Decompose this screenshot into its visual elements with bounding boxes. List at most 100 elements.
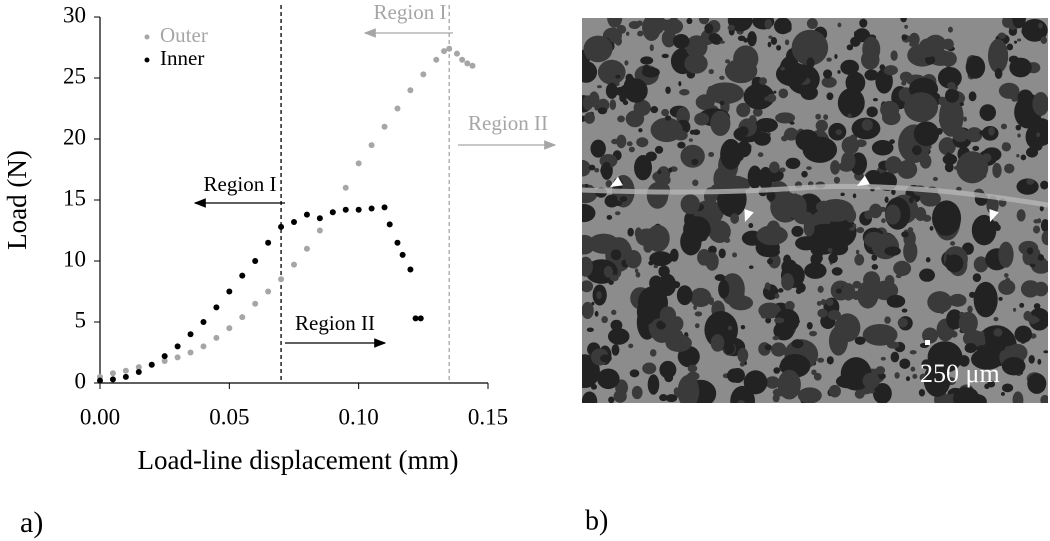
pore <box>816 300 822 306</box>
pore <box>875 366 886 375</box>
pore <box>706 82 744 105</box>
pore <box>726 195 736 207</box>
pore <box>997 32 1006 39</box>
pore <box>998 82 1020 99</box>
pore <box>588 164 596 171</box>
pore <box>952 127 969 143</box>
pore <box>797 387 822 403</box>
pore <box>609 99 617 111</box>
legend-label: Outer <box>160 23 208 47</box>
pore <box>837 87 865 118</box>
pore <box>780 66 785 71</box>
pore <box>614 36 623 46</box>
pore <box>947 26 953 33</box>
pore <box>656 320 666 330</box>
pore <box>649 251 673 267</box>
pore <box>719 100 725 106</box>
data-point <box>303 245 310 252</box>
pore <box>871 140 894 156</box>
pore <box>791 29 829 66</box>
pore <box>752 107 763 117</box>
pore <box>1023 310 1033 322</box>
pore <box>738 126 749 137</box>
pore <box>1002 383 1014 393</box>
data-point <box>174 343 181 350</box>
scale-label: 250 μm <box>920 359 1000 388</box>
crack-tip-marker <box>744 209 754 222</box>
y-axis-label: Load (N) <box>2 150 32 250</box>
pore <box>611 344 620 356</box>
pore <box>841 283 856 301</box>
pore <box>908 197 914 204</box>
pore <box>897 317 908 328</box>
legend-label: Inner <box>160 46 204 70</box>
pore <box>883 392 892 397</box>
pore <box>837 70 841 74</box>
pore <box>993 328 1003 337</box>
pore <box>879 64 886 71</box>
pore <box>958 311 978 335</box>
pore <box>694 112 710 126</box>
pore <box>634 155 652 181</box>
pore <box>611 138 619 145</box>
pore <box>1033 219 1040 224</box>
pore <box>775 112 796 124</box>
pore <box>671 329 684 341</box>
pore <box>770 37 778 45</box>
pore <box>689 129 695 135</box>
pore <box>617 115 625 123</box>
pore <box>1031 259 1048 274</box>
data-point <box>239 314 246 321</box>
pore <box>1028 355 1035 364</box>
pore <box>585 47 593 60</box>
pore <box>840 192 845 197</box>
pore <box>938 96 947 106</box>
pore <box>769 161 780 174</box>
data-point <box>407 87 414 94</box>
pore <box>806 18 818 29</box>
pore <box>710 216 718 222</box>
pore <box>972 273 982 283</box>
pore <box>992 162 1002 178</box>
pore <box>871 254 878 261</box>
scale-bar <box>925 340 930 345</box>
pore <box>739 361 746 367</box>
pore <box>773 18 792 35</box>
pore <box>872 97 878 102</box>
pore <box>988 126 995 136</box>
pore <box>582 256 593 277</box>
pore <box>766 190 776 202</box>
x-tick-label: 0.10 <box>339 404 379 429</box>
pore <box>619 196 628 202</box>
pore <box>885 156 903 174</box>
pore <box>736 141 752 158</box>
pore <box>585 259 618 284</box>
pore <box>833 176 841 184</box>
pore <box>980 338 986 346</box>
pore <box>649 349 657 357</box>
pore <box>1043 350 1048 354</box>
pore <box>827 309 841 320</box>
pore <box>601 315 608 324</box>
pore <box>649 275 664 291</box>
pore <box>998 279 1016 295</box>
pore <box>637 286 669 320</box>
pore <box>940 396 953 403</box>
pore <box>922 214 932 222</box>
x-axis-label: Load-line displacement (mm) <box>138 445 459 475</box>
pore <box>904 92 939 123</box>
pore <box>1037 358 1042 365</box>
pore <box>707 385 715 393</box>
pore <box>778 88 789 99</box>
pore <box>1026 178 1035 185</box>
pore <box>727 325 733 331</box>
pore <box>704 23 714 34</box>
pore <box>753 132 771 146</box>
pore <box>609 274 619 282</box>
pore <box>855 249 860 255</box>
pore <box>828 240 849 256</box>
y-tick-label: 5 <box>75 307 87 332</box>
pore <box>665 86 671 94</box>
pore <box>825 298 834 307</box>
pore <box>835 129 842 136</box>
